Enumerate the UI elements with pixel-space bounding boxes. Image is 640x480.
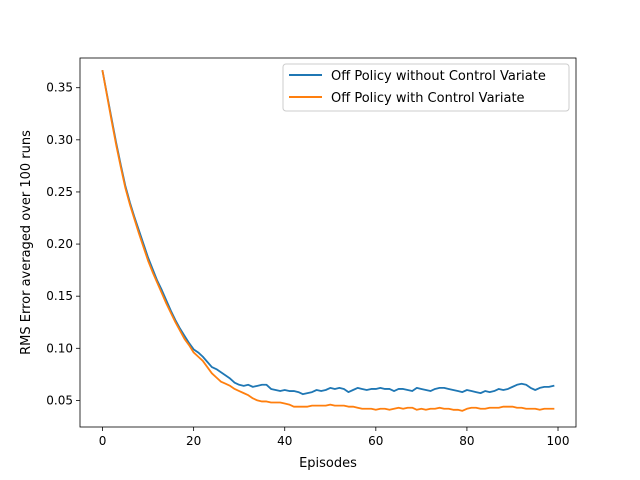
x-tick-label: 100 — [547, 434, 570, 448]
legend-label-without-control-variate: Off Policy without Control Variate — [331, 69, 546, 84]
x-axis-label: Episodes — [299, 456, 357, 471]
y-tick-label: 0.30 — [46, 133, 73, 147]
legend: Off Policy without Control Variate Off P… — [282, 63, 570, 112]
series-layer — [101, 69, 555, 412]
x-tick-label: 60 — [368, 434, 383, 448]
y-axis-ticks: 0.05 0.10 0.15 0.20 0.25 0.30 0.35 — [46, 81, 80, 407]
x-tick-label: 80 — [459, 434, 474, 448]
y-tick-label: 0.35 — [46, 81, 73, 95]
y-axis-label: RMS Error averaged over 100 runs — [19, 130, 34, 355]
x-tick-label: 40 — [277, 434, 292, 448]
y-tick-label: 0.25 — [46, 185, 73, 199]
plot-area-frame — [79, 57, 577, 428]
series-line-with-control-variate — [101, 69, 555, 412]
legend-label-with-control-variate: Off Policy with Control Variate — [331, 91, 525, 106]
y-tick-label: 0.10 — [46, 341, 73, 355]
y-tick-label: 0.15 — [46, 289, 73, 303]
x-tick-label: 20 — [186, 434, 201, 448]
series-line-without-control-variate — [101, 69, 555, 396]
x-axis-ticks: 0 20 40 60 80 100 — [99, 427, 570, 448]
x-tick-label: 0 — [99, 434, 107, 448]
legend-box — [282, 63, 570, 112]
y-tick-label: 0.05 — [46, 393, 73, 407]
y-tick-label: 0.20 — [46, 237, 73, 251]
